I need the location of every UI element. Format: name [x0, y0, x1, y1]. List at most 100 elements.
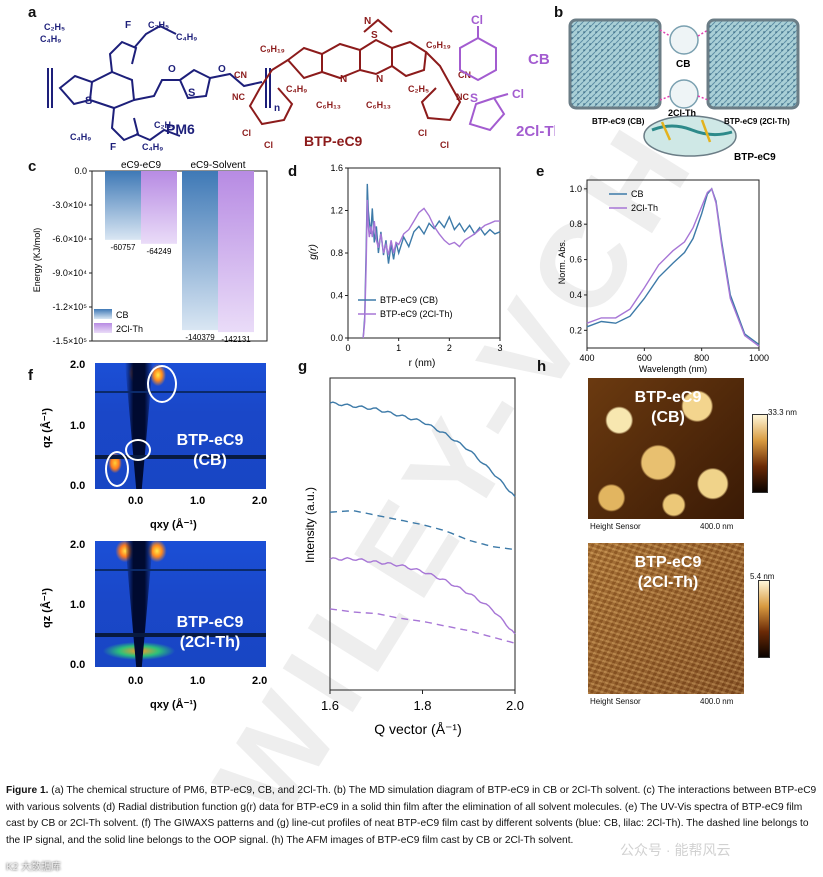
h-bottom-label-1: BTP-eC9 — [634, 554, 702, 571]
btp-ec9-label: BTP-eC9 — [304, 133, 363, 149]
cb-atom-cl: Cl — [471, 13, 483, 27]
g-series-2 — [329, 556, 516, 635]
chart-d-ytick-label-2: 0.8 — [330, 248, 343, 258]
chart-d-ytick-label-4: 1.6 — [330, 163, 343, 173]
pm6-atom-f1: F — [125, 20, 131, 31]
f-bottom-label-1: BTP-eC9 — [176, 614, 244, 631]
f-bot-xtick-2: 2.0 — [252, 675, 267, 687]
f-bot-ytick-2: 0.0 — [70, 659, 85, 671]
panel-letter-a: a — [28, 4, 37, 21]
c-ytick-label-5: -1.5×10⁵ — [52, 336, 87, 346]
btp-cl-3: Cl — [418, 128, 427, 138]
e-ylabel: Norm. Abs. — [557, 240, 567, 285]
panel-letter-c: c — [28, 158, 37, 175]
panel-letter-g: g — [298, 358, 308, 375]
btp-c6h13-right: C₆H₁₃ — [366, 100, 391, 110]
f-top-xtick-2: 2.0 — [252, 495, 267, 507]
cb-structure — [459, 26, 497, 82]
h-top-colorbar — [752, 414, 768, 493]
afm-bottom: BTP-eC9 (2Cl-Th) — [588, 543, 744, 694]
giwaxs-axes: 2.0 1.0 0.0 0.0 1.0 2.0 qxy (Å⁻¹) 2.0 1.… — [40, 359, 267, 711]
chart-d-xtick-label-1: 1 — [396, 343, 401, 353]
corner-overlay: K2 大数据库 — [6, 862, 62, 873]
h-top-label-1: BTP-eC9 — [634, 389, 702, 406]
chart-d-legend-label-1: BTP-eC9 (2Cl-Th) — [380, 309, 453, 319]
panel-letter-h: h — [537, 358, 547, 375]
md-box-clth — [706, 18, 800, 110]
figure-caption: Figure 1. (a) The chemical structure of … — [6, 783, 818, 849]
giwaxs-bottom: BTP-eC9 (2Cl-Th) — [95, 541, 266, 667]
afm-top: BTP-eC9 (CB) — [588, 378, 744, 519]
c-bar-1-0 — [182, 171, 218, 331]
d-ylabel: g(r) — [308, 244, 319, 260]
chart-d-ytick-label-0: 0.0 — [330, 333, 343, 343]
f-top-ytick-2: 0.0 — [70, 480, 85, 492]
c-legend-label-1: 2Cl-Th — [116, 324, 143, 334]
c-legend-label-0: CB — [116, 310, 129, 320]
b-bottom-label: BTP-eC9 — [734, 152, 776, 162]
c-value-label-0-1: -64249 — [147, 247, 172, 256]
chart-e-ytick-label-1: 0.4 — [569, 290, 582, 300]
chart-d-ytick-label-1: 0.4 — [330, 291, 343, 301]
pm6-atom-s2: S — [188, 87, 195, 99]
chart-e-legend-label-0: CB — [631, 189, 644, 199]
g-ylabel: Intensity (a.u.) — [303, 487, 317, 563]
btp-c4h9: C₄H₉ — [286, 84, 307, 94]
c-bar-0-1 — [141, 171, 177, 244]
cb-label: CB — [528, 51, 550, 68]
c-frame — [91, 170, 268, 342]
btp-atom-n3: N — [376, 74, 383, 85]
h-top-size: 400.0 nm — [700, 522, 734, 531]
f-top-ylabel: qz (Å⁻¹) — [40, 408, 53, 448]
chart-d-series-0 — [362, 183, 501, 339]
chart-d-xtick-label-2: 2 — [447, 343, 452, 353]
g-frame — [329, 377, 516, 691]
f-bot-ytick-1: 1.0 — [70, 599, 85, 611]
panel-letter-d: d — [288, 163, 298, 180]
panel-letter-b: b — [554, 4, 564, 21]
c-legend-swatch-1 — [94, 323, 112, 333]
btp-cl-1: Cl — [242, 128, 251, 138]
chart-d-legend-label-0: BTP-eC9 (CB) — [380, 295, 438, 305]
g-xtick-label-2: 2.0 — [506, 698, 524, 713]
btp-c9h19-left: C₉H₁₉ — [260, 44, 285, 54]
pm6-c2h5-c: C₂H₅ — [154, 120, 175, 130]
f-top-label-2: (CB) — [193, 452, 227, 469]
pm6-c4h9-d: C₄H₉ — [142, 142, 163, 152]
chart-g-linecut: Intensity (a.u.) Q vector (Å⁻¹) 1.6 1.8 2.… — [303, 377, 524, 737]
b-left-box-label: BTP-eC9 (CB) — [592, 117, 645, 126]
btp-c9h19-right: C₉H₁₉ — [426, 40, 451, 50]
f-top-xtick-1: 1.0 — [190, 495, 205, 507]
b-clth-label: 2Cl-Th — [668, 108, 696, 118]
c-value-label-1-1: -142131 — [221, 335, 251, 344]
btp-cl-2: Cl — [264, 140, 273, 150]
chart-e-ytick-label-0: 0.2 — [569, 325, 582, 335]
chart-e-series-0 — [586, 187, 760, 346]
btp-nc-left: NC — [232, 92, 245, 102]
clth-atom-cl: Cl — [512, 87, 524, 101]
c-legend-swatch-0 — [94, 309, 112, 319]
pm6-label: PM6 — [166, 121, 195, 137]
chart-e-legend-label-1: 2Cl-Th — [631, 203, 658, 213]
chart-d-xtick-label-3: 3 — [497, 343, 502, 353]
c-ytick-label-2: -6.0×10⁴ — [52, 234, 87, 244]
chart-d-ytick-label-3: 1.2 — [330, 206, 343, 216]
c-ytick-label-4: -1.2×10⁵ — [52, 302, 87, 312]
e-xlabel: Wavelength (nm) — [639, 364, 707, 374]
giwaxs-top: BTP-eC9 (CB) — [95, 363, 266, 489]
h-bottom-label-2: (2Cl-Th) — [637, 574, 699, 591]
f-bot-xtick-0: 0.0 — [128, 675, 143, 687]
chart-e-ytick-label-3: 0.8 — [569, 219, 582, 229]
chart-d-series-1 — [362, 199, 500, 339]
clth-molecule-bubble — [669, 79, 699, 109]
clth-label: 2Cl-Th — [516, 123, 555, 140]
g-series-0 — [329, 401, 516, 498]
chart-e-xtick-label-3: 1000 — [749, 353, 769, 363]
chart-e-uvvis: Norm. Abs. Wavelength (nm) 400 600 800 1000… — [557, 179, 769, 374]
chart-d-xtick-label-0: 0 — [345, 343, 350, 353]
caption-bold: Figure 1. — [6, 785, 49, 796]
h-bottom-scale: 5.4 nm — [750, 572, 775, 581]
g-xlabel: Q vector (Å⁻¹) — [374, 721, 462, 737]
chart-e-ytick-label-2: 0.6 — [569, 255, 582, 265]
md-simulation-diagram: CB 2Cl-Th BTP-eC9 (CB) BTP-eC9 (2Cl-Th) … — [568, 18, 800, 162]
